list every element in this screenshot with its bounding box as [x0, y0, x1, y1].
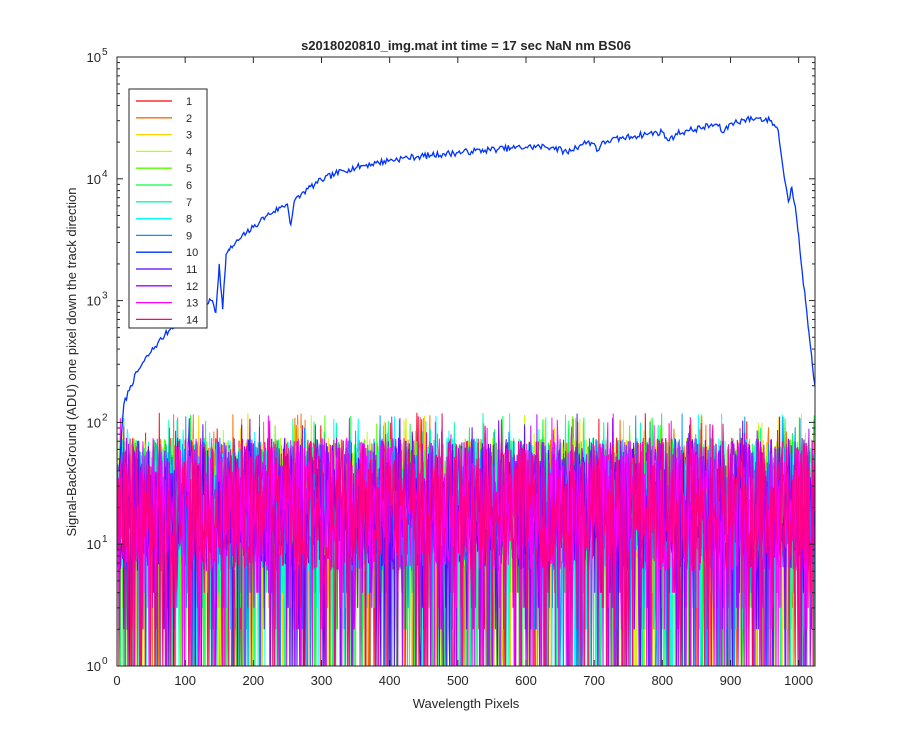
- y-tick-label: 10: [87, 659, 101, 674]
- y-tick-label: 10: [87, 537, 101, 552]
- legend-label-3: 3: [186, 130, 192, 142]
- legend-label-7: 7: [186, 197, 192, 209]
- legend-label-10: 10: [186, 247, 198, 259]
- y-tick-label: 10: [87, 50, 101, 65]
- series-layer: [117, 115, 815, 666]
- y-tick-label: 10: [87, 172, 101, 187]
- x-tick-label: 1000: [784, 673, 813, 688]
- x-tick-label: 400: [379, 673, 401, 688]
- y-tick-label: 10: [87, 294, 101, 309]
- y-axis-label: Signal-BackGround (ADU) one pixel down t…: [64, 187, 79, 536]
- legend-label-5: 5: [186, 163, 192, 175]
- x-tick-label: 800: [651, 673, 673, 688]
- legend-label-9: 9: [186, 230, 192, 242]
- x-tick-label: 500: [447, 673, 469, 688]
- legend-label-11: 11: [186, 264, 197, 276]
- legend-label-12: 12: [186, 281, 198, 293]
- y-tick-exponent: 2: [102, 412, 108, 423]
- x-axis-label: Wavelength Pixels: [413, 696, 520, 711]
- x-tick-label: 0: [113, 673, 120, 688]
- x-tick-label: 200: [242, 673, 264, 688]
- y-tick-exponent: 5: [102, 47, 108, 58]
- x-axis-ticks: 0 100 200 300 400 500 600 700 800 900 1000: [113, 57, 813, 688]
- y-tick-exponent: 1: [102, 534, 108, 545]
- legend-label-1: 1: [186, 96, 192, 108]
- y-tick-label: 10: [87, 415, 101, 430]
- x-tick-label: 600: [515, 673, 537, 688]
- x-tick-label: 900: [720, 673, 742, 688]
- legend-label-14: 14: [186, 314, 198, 326]
- legend-box: [128, 88, 208, 329]
- x-tick-label: 100: [174, 673, 196, 688]
- chart-title: s2018020810_img.mat int time = 17 sec Na…: [301, 38, 631, 53]
- y-tick-exponent: 0: [102, 656, 108, 667]
- y-tick-exponent: 3: [102, 291, 108, 302]
- legend-label-13: 13: [186, 298, 198, 310]
- series-10-line: [118, 115, 815, 471]
- legend-label-4: 4: [186, 146, 192, 158]
- x-tick-label: 700: [583, 673, 605, 688]
- legend-label-2: 2: [186, 113, 192, 125]
- x-tick-label: 300: [311, 673, 333, 688]
- plot-area-box: [116, 56, 816, 667]
- y-tick-exponent: 4: [102, 169, 108, 180]
- legend-label-8: 8: [186, 214, 192, 226]
- series-14-line: [117, 413, 815, 666]
- legend-label-6: 6: [186, 180, 192, 192]
